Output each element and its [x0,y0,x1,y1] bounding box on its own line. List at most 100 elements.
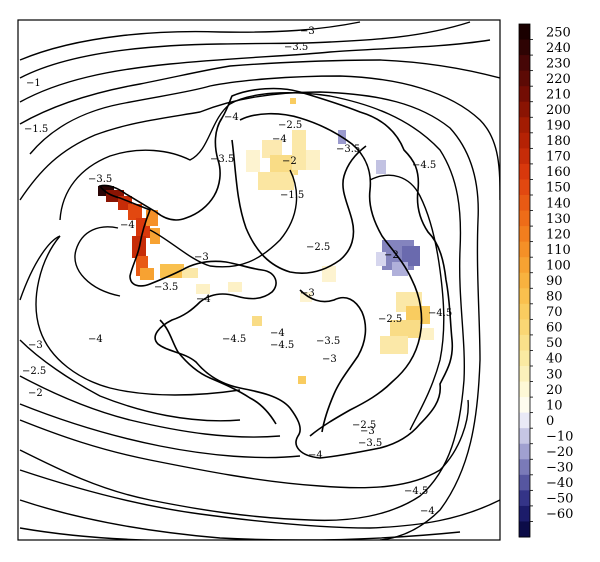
anomaly-cell [246,150,260,172]
colorbar-swatch [519,443,530,460]
colorbar-tick-label: −60 [546,507,573,522]
coastline [98,87,454,459]
colorbar-tick-label: 230 [546,56,571,71]
anomaly-cell [376,252,386,266]
colorbar-tick-label: 190 [546,119,571,134]
contour-line [19,39,491,103]
contour-label: −1.5 [24,124,48,135]
contour-line [74,226,121,297]
contour-label: −4 [224,112,239,123]
colorbar-tick-label: 180 [546,134,571,149]
contour-label: −4 [88,334,103,345]
contour-line [149,169,298,268]
anomaly-cell [182,268,198,278]
contour-label: −2.5 [352,420,376,431]
contour-line [369,174,445,431]
colorbar-tick-label: 250 [546,25,571,40]
coastline [239,112,423,437]
contour-line [19,399,469,489]
contour-line [19,527,240,540]
anomaly-cell [290,98,296,104]
colorbar-tick-label: 220 [546,72,571,87]
colorbar-swatch [519,412,530,429]
anomaly-cell [306,150,320,170]
contour-label: −3.5 [210,154,234,165]
contour-label: −3 [360,426,375,437]
colorbar-border [518,23,531,538]
anomaly-cells [98,98,434,384]
contour-line [19,59,500,125]
contour-line [29,75,500,201]
contour-label: −2.5 [306,242,330,253]
contour-label: −4.5 [222,334,246,345]
contour-line [19,21,471,79]
contour-label: −2 [282,156,297,167]
colorbar-tick-label: 40 [546,352,563,367]
continent-outline [98,87,454,459]
colorbar-swatch [519,490,530,507]
anomaly-cell [390,320,420,338]
colorbar-swatch [519,505,530,522]
colorbar-swatch [519,241,530,258]
colorbar-swatch [519,179,530,196]
contour-label: −3.5 [284,42,308,53]
map-border [17,19,501,541]
colorbar-tick-label: −40 [546,476,573,491]
colorbar-tick-label: −30 [546,461,573,476]
contour-label: −4.5 [428,308,452,319]
colorbar-tick-label: 0 [546,414,554,429]
colorbar-swatch [519,39,530,56]
colorbar-swatch [519,226,530,243]
contour-label: −3.5 [358,438,382,449]
contour-label: −3 [322,354,337,365]
colorbar-swatches [519,24,530,538]
anomaly-cell [322,266,336,282]
contour-label: −4.5 [412,160,436,171]
contour-label-group: −3 −3.5 −1 −1.5 −3.5 −4 −3 −2.5 −2 −4 −4… [22,26,452,517]
contour-label: −4.5 [404,486,428,497]
anomaly-cell [380,336,408,354]
colorbar-tick-label: −20 [546,445,573,460]
contour-label: −4 [272,134,287,145]
contour-label: −4 [120,220,135,231]
map-area: −3 −3.5 −1 −1.5 −3.5 −4 −3 −2.5 −2 −4 −4… [19,21,500,540]
contour-label: −4 [420,506,435,517]
contour-label: −4.5 [270,340,294,351]
colorbar-swatch [519,303,530,320]
colorbar-tick-label: 140 [546,196,571,211]
contour-line [19,469,500,529]
colorbar-tick-label: 30 [546,367,563,382]
colorbar-tick-label: 200 [546,103,571,118]
contour-label: −3 [300,26,315,37]
contour-line [19,499,461,540]
contour-label: −2.5 [22,366,46,377]
colorbar-tick-label: 80 [546,290,563,305]
colorbar-swatch [519,70,530,87]
colorbar-swatch [519,521,530,538]
colorbar-swatch [519,148,530,165]
colorbar-swatch [519,210,530,227]
anomaly-cell [252,316,262,326]
contour-label: −4 [308,450,323,461]
coastline [159,319,277,425]
contour-label: −2.5 [378,314,402,325]
contour-label: −1.5 [280,190,304,201]
coastline [299,289,367,433]
colorbar-tick-label: 10 [546,398,563,413]
colorbar-swatch [519,288,530,305]
anomaly-cell [402,246,420,266]
contour-lines [19,21,500,540]
colorbar-tick-label: 120 [546,227,571,242]
colorbar-swatch [519,350,530,367]
anomaly-cell [300,292,312,302]
anomaly-cell [262,140,282,158]
colorbar-swatch [519,117,530,134]
anomaly-cell [270,155,298,175]
contour-line [19,92,466,522]
contour-label: −3.5 [88,174,112,185]
colorbar-tick-label: 70 [546,305,563,320]
colorbar-swatch [519,397,530,414]
contour-label: −3 [28,340,43,351]
colorbar-tick-label: 170 [546,150,571,165]
colorbar-tick-label: 60 [546,321,563,336]
